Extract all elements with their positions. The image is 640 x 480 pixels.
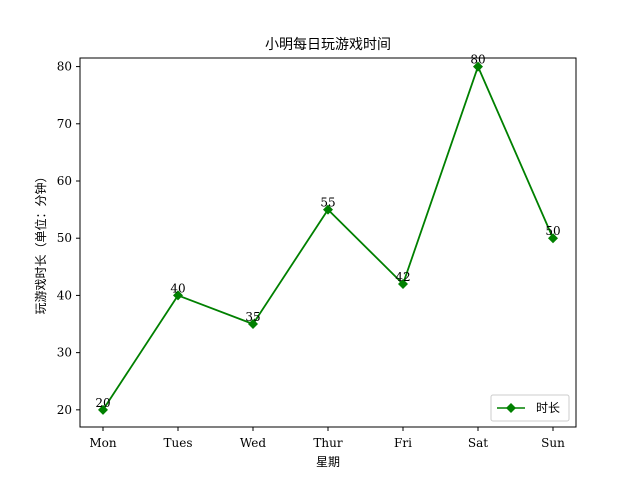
series-layer: [98, 61, 558, 415]
plot-area: [79, 57, 577, 428]
legend-box: [490, 394, 570, 422]
x-axis-label: 星期: [316, 455, 340, 469]
legend: 时长: [490, 394, 570, 422]
data-label: 35: [245, 310, 260, 324]
y-tick-label: 50: [57, 231, 72, 245]
chart-title: 小明每日玩游戏时间: [265, 37, 391, 53]
y-axis-label: 玩游戏时长（单位：分钟）: [33, 170, 48, 314]
data-point: [173, 290, 183, 301]
data-label: 80: [470, 53, 485, 67]
legend-label: 时长: [536, 401, 560, 415]
data-point: [398, 278, 408, 289]
y-tick-label: 70: [57, 117, 72, 131]
data-point: [323, 204, 333, 215]
data-label: 55: [320, 196, 335, 210]
y-axis: 20 30 40 50 60 70 80: [57, 60, 80, 417]
data-label: 42: [395, 270, 410, 284]
data-label: 50: [545, 224, 560, 238]
data-label: 40: [170, 281, 185, 295]
x-tick-label: Sat: [468, 436, 488, 450]
x-tick-label: Fri: [394, 436, 412, 450]
data-labels: 20 40 35 55 42 80 50: [95, 53, 560, 410]
x-tick-label: Mon: [89, 436, 117, 450]
y-tick-label: 60: [57, 174, 72, 188]
data-point: [473, 61, 483, 72]
data-point: [248, 319, 258, 330]
x-tick-label: Thur: [313, 436, 342, 450]
x-tick-label: Tues: [164, 436, 193, 450]
x-tick-label: Sun: [541, 436, 565, 450]
data-point: [548, 233, 558, 244]
data-label: 20: [95, 396, 110, 410]
y-tick-label: 20: [57, 403, 72, 417]
y-tick-label: 30: [57, 346, 72, 360]
x-axis: Mon Tues Wed Thur Fri Sat Sun: [89, 427, 565, 450]
x-tick-label: Wed: [240, 436, 266, 450]
legend-marker: [506, 403, 516, 413]
data-point: [98, 404, 108, 415]
y-tick-label: 80: [57, 60, 72, 74]
y-tick-label: 40: [57, 288, 72, 302]
series-line: [102, 65, 554, 411]
